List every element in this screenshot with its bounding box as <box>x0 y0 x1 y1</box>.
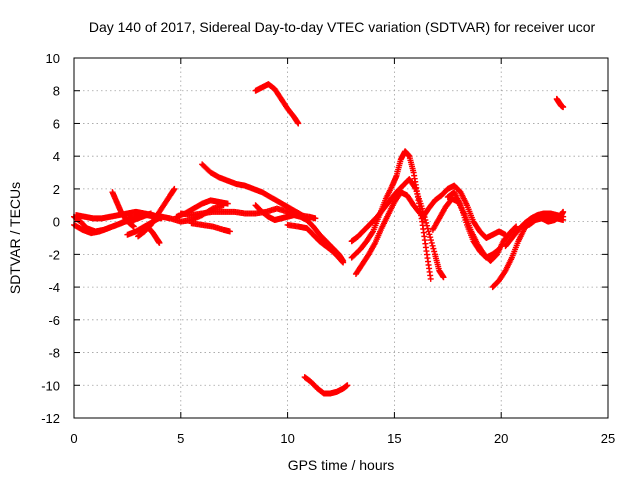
series-arc-13 <box>284 221 347 266</box>
data-point <box>427 275 434 282</box>
x-tick-label: 25 <box>601 431 615 446</box>
series-arc-12 <box>252 202 347 264</box>
series-arc-15 <box>553 95 567 111</box>
data-point <box>312 215 319 222</box>
x-tick-label: 0 <box>70 431 77 446</box>
data-point <box>156 239 163 246</box>
data-point <box>429 242 436 249</box>
data-point <box>496 246 503 253</box>
series-arc-25 <box>525 208 567 228</box>
data-point <box>340 259 347 266</box>
series-arc-4 <box>109 189 137 230</box>
data-point <box>428 239 435 246</box>
x-tick-label: 20 <box>494 431 508 446</box>
data-point <box>419 205 426 212</box>
data-point <box>224 200 231 207</box>
series-arc-22 <box>444 189 503 261</box>
data-point <box>226 228 233 235</box>
series-arc-7 <box>124 202 227 238</box>
y-tick-label: -12 <box>41 411 60 426</box>
y-tick-label: -8 <box>48 346 60 361</box>
series-arc-6 <box>145 225 163 246</box>
axis-ticks: 0 5 10 15 20 25 -12 -10 -8 -6 -4 -2 0 2 4 6 8 10 <box>41 51 615 446</box>
data-point <box>431 248 438 255</box>
data-point <box>295 120 302 127</box>
data-point <box>560 104 567 111</box>
plot-frame <box>73 57 609 419</box>
data-points <box>71 81 567 397</box>
y-axis-label: SDTVAR / TECUs <box>7 182 23 294</box>
y-tick-label: 0 <box>53 215 60 230</box>
y-tick-label: -6 <box>48 313 60 328</box>
series-arc-14 <box>252 81 302 127</box>
x-axis-label: GPS time / hours <box>288 457 395 473</box>
y-tick-label: 6 <box>53 116 60 131</box>
data-point <box>411 184 418 191</box>
series-arc-18 <box>352 189 424 277</box>
x-tick-label: 10 <box>280 431 294 446</box>
x-tick-label: 5 <box>177 431 184 446</box>
data-point <box>427 234 434 241</box>
data-point <box>416 209 423 216</box>
data-point <box>426 231 433 238</box>
data-point <box>424 225 431 232</box>
y-tick-label: 2 <box>53 182 60 197</box>
y-tick-label: 4 <box>53 149 60 164</box>
data-point <box>560 208 567 215</box>
y-tick-label: 10 <box>46 51 60 66</box>
data-point <box>427 237 434 244</box>
series-arc-20 <box>419 182 509 241</box>
data-point <box>425 228 432 235</box>
series-arc-16 <box>301 374 351 397</box>
y-tick-label: -10 <box>41 378 60 393</box>
data-point <box>344 382 351 389</box>
chart-title: Day 140 of 2017, Sidereal Day-to-day VTE… <box>89 19 596 35</box>
y-tick-label: 8 <box>53 84 60 99</box>
series-arc-9 <box>188 220 233 235</box>
x-tick-label: 15 <box>387 431 401 446</box>
data-point <box>369 229 376 236</box>
data-point <box>171 185 178 192</box>
data-point <box>430 245 437 252</box>
y-tick-label: -4 <box>48 280 60 295</box>
data-point <box>130 223 137 230</box>
series-arc-3 <box>73 208 165 222</box>
data-point <box>423 219 430 226</box>
data-point <box>423 222 430 229</box>
data-point <box>440 274 447 281</box>
y-tick-label: -2 <box>48 247 60 262</box>
series-arc-21 <box>429 195 520 264</box>
